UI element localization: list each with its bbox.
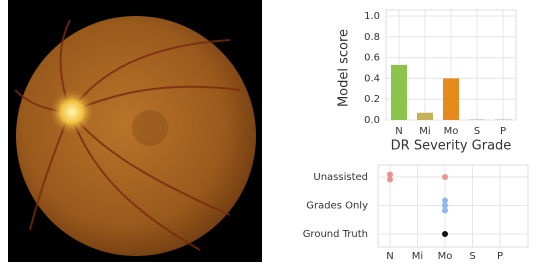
x-tick-label: P <box>500 126 506 137</box>
y-tick-label: 0.2 <box>364 94 380 105</box>
y-tick-label: 0.8 <box>364 32 380 43</box>
y-tick-label: Grades Only <box>306 201 368 212</box>
x-tick-label: Mi <box>419 126 430 137</box>
bar <box>417 112 433 120</box>
bar <box>469 119 485 120</box>
dot <box>442 197 448 204</box>
dot <box>442 202 448 209</box>
x-tick-label: S <box>474 126 480 137</box>
y-tick-label: Unassisted <box>313 172 368 183</box>
x-tick-label: Mo <box>444 126 459 137</box>
dot <box>442 174 448 180</box>
x-tick-label: Mi <box>412 251 423 262</box>
dot <box>442 231 448 237</box>
dot-chart: N Mi Mo S P Unassisted Grades Only Ground Truth <box>303 164 529 262</box>
x-tick-label: P <box>497 251 503 262</box>
bar-chart: 0.0 0.2 0.4 0.6 0.8 1.0 N Mi Mo S P DR Severity Gra… <box>337 9 517 154</box>
y-tick-label: 0.0 <box>364 115 380 126</box>
y-axis-label: Model score <box>337 29 352 107</box>
x-tick-label: N <box>395 126 402 137</box>
x-tick-label: S <box>469 251 475 262</box>
dot <box>442 207 448 214</box>
x-tick-label: Mo <box>438 251 453 262</box>
y-tick-label: 0.6 <box>364 53 380 64</box>
bar <box>391 64 407 120</box>
dot <box>387 171 393 178</box>
dot <box>387 176 393 183</box>
bar <box>443 78 459 120</box>
y-tick-label: 1.0 <box>364 11 380 22</box>
x-tick-label: N <box>386 251 393 262</box>
fundus-image <box>8 0 262 262</box>
y-tick-label: Ground Truth <box>303 229 368 240</box>
bar <box>495 119 511 120</box>
y-tick-label: 0.4 <box>364 73 380 84</box>
x-axis-label: DR Severity Grade <box>391 139 512 154</box>
